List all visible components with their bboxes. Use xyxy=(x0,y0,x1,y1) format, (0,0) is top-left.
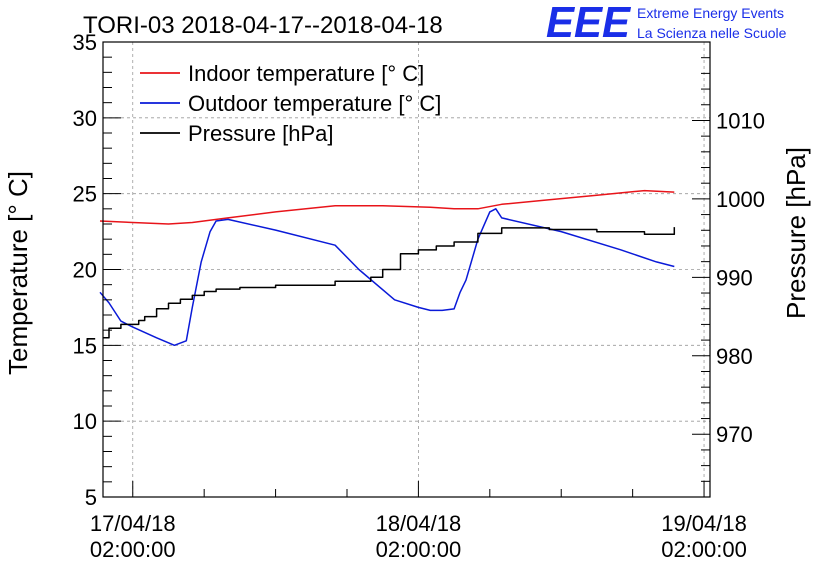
x-tick-time: 02:00:00 xyxy=(90,537,176,562)
logo-line-2: La Scienza nelle Scuole xyxy=(637,25,787,41)
y-tick-label: 35 xyxy=(73,30,97,55)
y-tick-label: 20 xyxy=(73,258,97,283)
legend-label-outdoor: Outdoor temperature [° C] xyxy=(188,91,441,116)
series-pressure xyxy=(103,227,676,339)
y2-tick-label: 980 xyxy=(716,344,753,369)
y-tick-label: 5 xyxy=(85,485,97,510)
legend-label-pressure: Pressure [hPa] xyxy=(188,121,334,146)
y-tick-label: 25 xyxy=(73,182,97,207)
x-tick-date: 19/04/18 xyxy=(661,511,747,536)
y-tick-label: 15 xyxy=(73,333,97,358)
chart-title: TORI-03 2018-04-17--2018-04-18 xyxy=(83,12,443,39)
series-outdoor-temperature xyxy=(99,208,675,347)
y-axis-label: Temperature [° C] xyxy=(3,171,33,375)
logo-line-1: Extreme Energy Events xyxy=(637,5,784,21)
eee-logo: EEE xyxy=(546,0,632,47)
y-tick-label: 10 xyxy=(73,409,97,434)
y2-tick-label: 990 xyxy=(716,265,753,290)
legend-label-indoor: Indoor temperature [° C] xyxy=(188,61,424,86)
series-layer xyxy=(99,189,676,347)
legend: Indoor temperature [° C] Outdoor tempera… xyxy=(140,61,441,146)
x-tick-date: 18/04/18 xyxy=(376,511,462,536)
x-tick-time: 02:00:00 xyxy=(376,537,462,562)
axes: 51015202530359709809901000101017/04/1802… xyxy=(73,30,765,562)
x-tick-date: 17/04/18 xyxy=(90,511,176,536)
y2-tick-label: 1000 xyxy=(716,187,765,212)
y2-tick-label: 1010 xyxy=(716,108,765,133)
y2-axis-label: Pressure [hPa] xyxy=(781,147,811,319)
y2-tick-label: 970 xyxy=(716,422,753,447)
x-tick-time: 02:00:00 xyxy=(661,537,747,562)
series-indoor-temperature xyxy=(99,189,675,225)
y-tick-label: 30 xyxy=(73,106,97,131)
